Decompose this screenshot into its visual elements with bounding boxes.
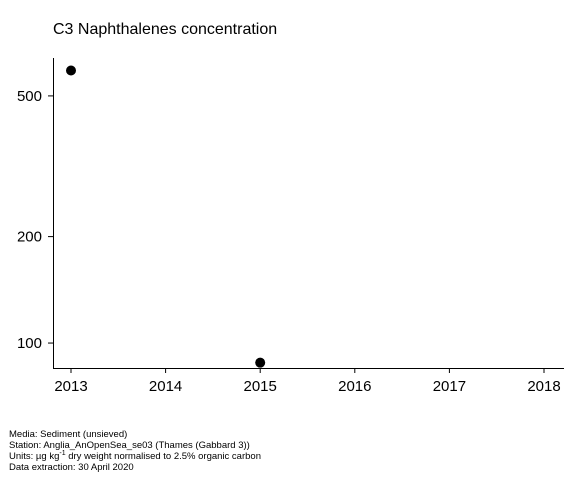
x-tick-label: 2018 (527, 378, 560, 395)
x-tick-label: 2017 (433, 378, 466, 395)
footer-media: Media: Sediment (unsieved) (9, 429, 128, 440)
y-tick-label: 500 (17, 88, 42, 105)
footer-units-prefix: Units: µg kg (9, 451, 60, 462)
x-tick-label: 2015 (244, 378, 277, 395)
footer-station: Station: Anglia_AnOpenSea_se03 (Thames (… (9, 440, 250, 451)
footer-extraction: Data extraction: 30 April 2020 (9, 462, 134, 473)
data-points (66, 65, 266, 368)
data-point (255, 357, 266, 368)
x-ticks: 2013 2014 2015 2016 2017 2018 (54, 368, 561, 395)
footer-units: Units: µg kg-1 dry weight normalised to … (9, 450, 261, 462)
y-tick-label: 100 (17, 335, 42, 352)
x-tick-label: 2016 (338, 378, 371, 395)
x-tick-label: 2013 (54, 378, 87, 395)
footer: Media: Sediment (unsieved) Station: Angl… (9, 429, 261, 473)
footer-units-sup: -1 (59, 450, 66, 457)
y-tick-label: 200 (17, 229, 42, 246)
chart-title: C3 Naphthalenes concentration (53, 21, 277, 38)
data-point (66, 65, 76, 76)
x-tick-label: 2014 (149, 378, 182, 395)
footer-units-suffix: dry weight normalised to 2.5% organic ca… (65, 451, 261, 462)
y-ticks: 100 200 500 (17, 88, 54, 352)
axes (53, 58, 564, 369)
